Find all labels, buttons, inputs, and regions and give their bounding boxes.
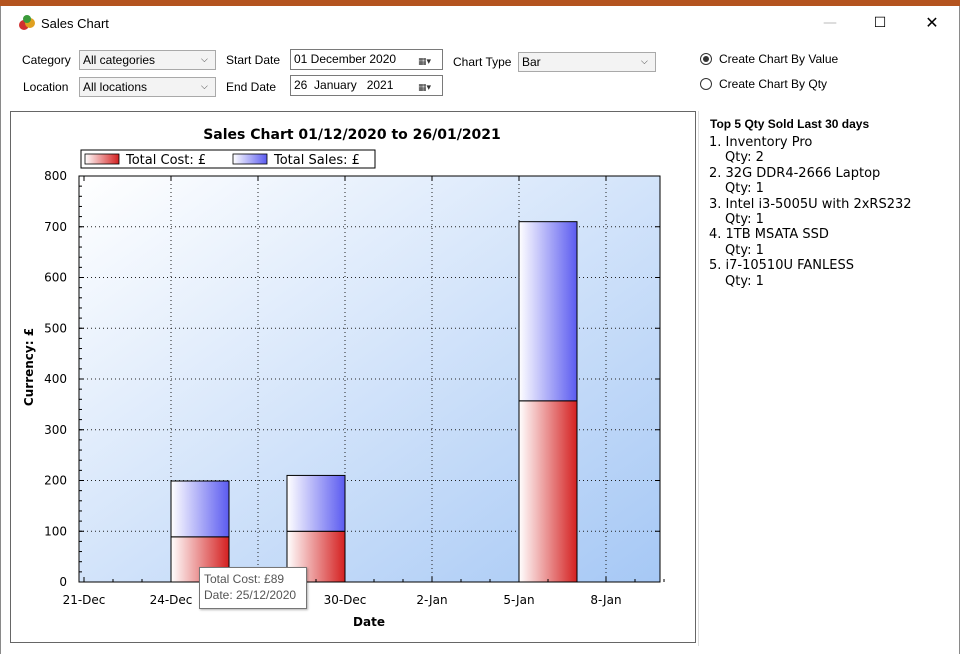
- top-sold-list: 1. Inventory Pro Qty: 2 2. 32G DDR4-2666…: [709, 135, 912, 289]
- list-item-qty: Qty: 1: [725, 242, 764, 258]
- category-label: Category: [22, 53, 71, 67]
- y-axis-label: Currency: £: [22, 328, 36, 406]
- by-qty-label[interactable]: Create Chart By Qty: [719, 77, 828, 91]
- chart-type-label: Chart Type: [453, 55, 512, 69]
- bar-total-sales: [518, 221, 578, 402]
- minimize-button[interactable]: —: [823, 15, 837, 31]
- by-value-label[interactable]: Create Chart By Value: [719, 52, 839, 66]
- end-date-picker[interactable]: 26 January 2021 ▦▾: [290, 75, 443, 96]
- location-select[interactable]: All locations ⌵: [79, 77, 216, 97]
- y-tick-label: 100: [44, 524, 67, 538]
- calendar-dropdown-icon[interactable]: ▦▾: [418, 83, 432, 93]
- x-axis-label: Date: [353, 615, 385, 629]
- title-bar: Sales Chart — ☐ ✕: [1, 6, 959, 40]
- list-item-qty: Qty: 1: [725, 212, 764, 228]
- start-date-picker[interactable]: 01 December 2020 ▦▾: [290, 49, 443, 70]
- window-title: Sales Chart: [41, 16, 109, 31]
- list-item: 4. 1TB MSATA SSD: [709, 227, 829, 243]
- category-select[interactable]: All categories ⌵: [79, 50, 216, 70]
- x-tick-label: 30-Dec: [324, 593, 367, 607]
- x-tick-label: 2-Jan: [416, 593, 447, 607]
- close-button[interactable]: ✕: [925, 13, 939, 32]
- end-date-label: End Date: [226, 80, 277, 94]
- bars: [170, 221, 578, 583]
- legend-label-cost: Total Cost: £: [125, 153, 206, 168]
- tooltip-cost: Total Cost: £89: [204, 572, 285, 586]
- start-date-value: 01 December 2020: [294, 52, 397, 66]
- x-tick-label: 21-Dec: [63, 593, 106, 607]
- category-value: All categories: [83, 53, 156, 67]
- list-item-qty: Qty: 2: [725, 150, 764, 166]
- list-item: 3. Intel i3-5005U with 2xRS232: [709, 196, 912, 212]
- top-sold-title: Top 5 Qty Sold Last 30 days: [710, 117, 870, 131]
- parent-app-strip: [0, 0, 960, 6]
- legend: Total Cost: £ Total Sales: £: [80, 149, 376, 169]
- by-value-radio[interactable]: [700, 53, 712, 65]
- chart-panel: Sales Chart 01/12/2020 to 26/01/2021 0 10…: [10, 111, 696, 643]
- calendar-dropdown-icon[interactable]: ▦▾: [418, 57, 432, 67]
- tooltip-date: Date: 25/12/2020: [204, 588, 297, 602]
- y-tick-label: 400: [44, 372, 67, 386]
- chart-type-value: Bar: [522, 55, 541, 69]
- list-item: 5. i7-10510U FANLESS: [709, 258, 854, 274]
- bar-total-sales: [170, 480, 230, 538]
- chart-type-select[interactable]: Bar ⌵: [518, 52, 656, 72]
- bar-total-sales: [286, 474, 346, 532]
- list-item-qty: Qty: 1: [725, 273, 764, 289]
- legend-swatch-sales: [232, 153, 268, 165]
- y-tick-label: 300: [44, 423, 67, 437]
- legend-swatch-cost: [84, 153, 120, 165]
- chevron-down-icon: ⌵: [641, 57, 648, 67]
- location-label: Location: [23, 80, 69, 94]
- chart-title: Sales Chart 01/12/2020 to 26/01/2021: [203, 127, 501, 143]
- x-tick-label: 24-Dec: [150, 593, 193, 607]
- list-item-qty: Qty: 1: [725, 181, 764, 197]
- y-tick-label: 600: [44, 271, 67, 285]
- start-date-label: Start Date: [226, 53, 281, 67]
- y-tick-label: 0: [59, 575, 67, 589]
- x-tick-label: 8-Jan: [590, 593, 621, 607]
- list-item: 2. 32G DDR4-2666 Laptop: [709, 165, 881, 181]
- chevron-down-icon: ⌵: [201, 82, 208, 92]
- legend-label-sales: Total Sales: £: [273, 153, 360, 168]
- bar-tooltip: Total Cost: £89 Date: 25/12/2020: [199, 567, 307, 609]
- sales-chart: Sales Chart 01/12/2020 to 26/01/2021 0 10…: [22, 127, 665, 629]
- y-tick-label: 800: [44, 169, 67, 183]
- y-tick-label: 500: [44, 321, 67, 335]
- chevron-down-icon: ⌵: [201, 55, 208, 65]
- list-item: 1. Inventory Pro: [709, 135, 813, 150]
- top-sold-panel: Top 5 Qty Sold Last 30 days 1. Inventory…: [698, 111, 957, 646]
- x-tick-label: 5-Jan: [503, 593, 534, 607]
- y-tick-label: 200: [44, 474, 67, 488]
- app-logo-icon: [19, 15, 35, 30]
- end-date-value: 26 January 2021: [294, 78, 394, 92]
- y-tick-label: 700: [44, 220, 67, 234]
- y-axis: 0 100 200 300 400 500 600 700 800: [44, 169, 660, 589]
- by-qty-radio[interactable]: [700, 78, 712, 90]
- bar-total-cost: [518, 400, 578, 583]
- location-value: All locations: [83, 80, 148, 94]
- maximize-button[interactable]: ☐: [873, 15, 887, 31]
